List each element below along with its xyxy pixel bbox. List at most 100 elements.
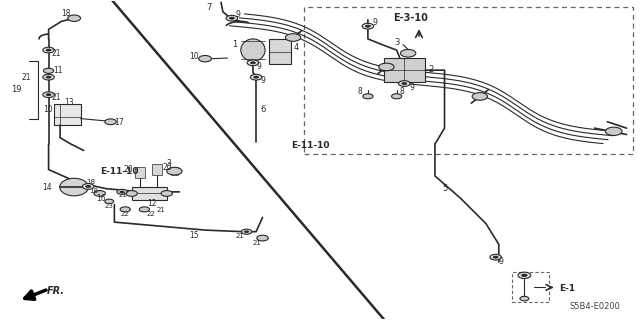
Text: FR.: FR.	[47, 286, 65, 296]
Text: 1: 1	[232, 40, 237, 49]
Text: 7: 7	[206, 3, 212, 12]
Text: 21: 21	[52, 93, 61, 102]
Circle shape	[365, 25, 371, 28]
Circle shape	[257, 235, 268, 241]
Text: 17: 17	[115, 118, 124, 127]
Text: 21: 21	[119, 192, 128, 198]
Text: 3: 3	[395, 38, 400, 47]
Ellipse shape	[60, 178, 88, 196]
Text: 10: 10	[189, 52, 198, 60]
Bar	[269, 39, 291, 64]
Text: E-1: E-1	[559, 284, 575, 292]
Circle shape	[94, 191, 106, 196]
Text: 21: 21	[236, 233, 244, 239]
Text: 18: 18	[86, 179, 95, 185]
Circle shape	[44, 68, 54, 73]
Circle shape	[120, 207, 131, 212]
Text: 11: 11	[53, 66, 63, 75]
Circle shape	[244, 230, 249, 233]
Circle shape	[43, 47, 54, 53]
Circle shape	[401, 50, 416, 57]
Text: 9: 9	[372, 18, 377, 27]
Text: 18: 18	[89, 188, 98, 194]
Text: 13: 13	[65, 98, 74, 107]
Text: 20: 20	[163, 163, 172, 172]
Circle shape	[198, 55, 211, 62]
Circle shape	[363, 94, 373, 99]
Bar	[135, 167, 145, 178]
Text: 21: 21	[157, 207, 165, 213]
Circle shape	[241, 229, 252, 234]
Circle shape	[493, 256, 499, 259]
Circle shape	[161, 191, 173, 196]
Text: 21: 21	[52, 49, 61, 58]
Circle shape	[140, 207, 150, 212]
Circle shape	[605, 127, 622, 135]
Text: 6: 6	[260, 105, 266, 114]
Circle shape	[250, 74, 262, 80]
Circle shape	[362, 23, 374, 29]
Text: 18: 18	[61, 9, 71, 18]
Bar	[384, 58, 426, 82]
Text: 22: 22	[120, 211, 129, 217]
Circle shape	[253, 76, 259, 79]
Text: 15: 15	[189, 231, 198, 240]
Circle shape	[401, 82, 407, 85]
Text: 8: 8	[357, 87, 362, 96]
Circle shape	[126, 191, 138, 196]
Text: 20: 20	[124, 165, 133, 174]
Circle shape	[45, 93, 51, 96]
Circle shape	[45, 49, 51, 52]
Circle shape	[247, 60, 259, 66]
Circle shape	[167, 167, 182, 175]
Text: 9: 9	[410, 83, 414, 92]
Circle shape	[518, 272, 531, 278]
Circle shape	[520, 296, 529, 301]
Circle shape	[45, 76, 51, 79]
Text: 14: 14	[42, 183, 52, 192]
Circle shape	[105, 119, 116, 124]
Text: 12: 12	[148, 199, 157, 208]
Text: 21: 21	[252, 240, 261, 245]
Circle shape	[43, 92, 54, 98]
Circle shape	[392, 94, 402, 99]
Circle shape	[43, 74, 54, 80]
Ellipse shape	[241, 39, 265, 61]
Text: 8: 8	[400, 87, 404, 96]
Text: E-11-10: E-11-10	[291, 141, 330, 150]
Circle shape	[117, 189, 127, 195]
Text: 16: 16	[97, 194, 106, 203]
Text: E-3-10: E-3-10	[394, 13, 428, 23]
Circle shape	[399, 81, 410, 86]
Bar	[132, 187, 167, 200]
Text: 19: 19	[12, 85, 22, 94]
Circle shape	[250, 61, 256, 64]
Circle shape	[83, 184, 94, 189]
Bar	[54, 104, 81, 125]
Circle shape	[226, 15, 237, 21]
Circle shape	[490, 254, 501, 260]
Text: E-11-10: E-11-10	[100, 167, 138, 176]
Circle shape	[285, 34, 301, 41]
Text: 9: 9	[499, 257, 504, 266]
Circle shape	[105, 199, 114, 204]
Circle shape	[120, 191, 125, 193]
Text: 4: 4	[293, 43, 298, 52]
Text: 9: 9	[257, 62, 262, 71]
Circle shape	[68, 15, 81, 21]
Circle shape	[521, 274, 527, 277]
Text: 22: 22	[147, 211, 155, 217]
Text: 2: 2	[429, 65, 434, 74]
Text: 9: 9	[236, 10, 241, 19]
Circle shape	[379, 63, 394, 71]
Text: 9: 9	[260, 76, 266, 85]
Circle shape	[85, 185, 91, 188]
Text: S5B4-E0200: S5B4-E0200	[569, 302, 620, 311]
Text: 5: 5	[443, 184, 448, 193]
Text: 10: 10	[43, 105, 52, 114]
Circle shape	[229, 17, 235, 20]
Text: 23: 23	[104, 203, 113, 209]
Text: 21: 21	[22, 73, 31, 82]
Bar	[152, 164, 163, 175]
Circle shape	[472, 92, 488, 100]
